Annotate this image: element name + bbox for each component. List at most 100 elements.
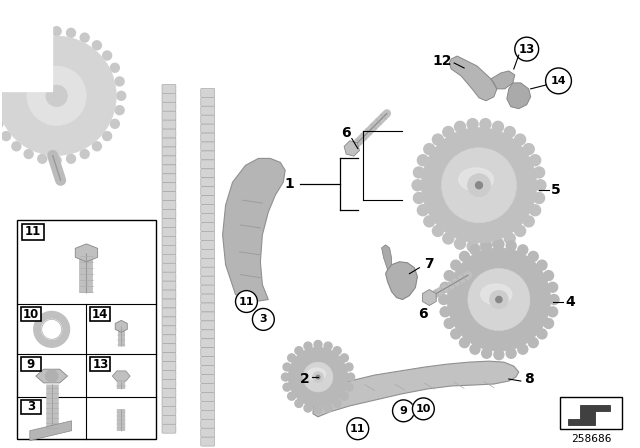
FancyBboxPatch shape <box>201 160 214 169</box>
FancyBboxPatch shape <box>201 375 214 383</box>
Circle shape <box>24 33 33 42</box>
Circle shape <box>34 311 70 347</box>
Bar <box>17 220 156 439</box>
Circle shape <box>528 251 538 261</box>
Circle shape <box>52 156 61 165</box>
FancyBboxPatch shape <box>201 276 214 285</box>
FancyBboxPatch shape <box>162 174 176 183</box>
Circle shape <box>424 144 435 155</box>
Circle shape <box>24 150 33 159</box>
Circle shape <box>447 248 550 351</box>
FancyBboxPatch shape <box>201 250 214 258</box>
Circle shape <box>524 216 534 227</box>
Circle shape <box>282 373 289 381</box>
Text: 5: 5 <box>550 183 561 197</box>
Circle shape <box>494 239 504 250</box>
Circle shape <box>467 241 478 252</box>
Circle shape <box>287 354 296 362</box>
Circle shape <box>496 297 502 303</box>
FancyBboxPatch shape <box>162 201 176 210</box>
Circle shape <box>443 126 454 138</box>
Circle shape <box>424 216 435 227</box>
Circle shape <box>454 121 465 132</box>
Circle shape <box>283 383 291 391</box>
FancyBboxPatch shape <box>162 317 176 326</box>
FancyBboxPatch shape <box>201 392 214 401</box>
Circle shape <box>252 309 275 330</box>
FancyBboxPatch shape <box>201 97 214 106</box>
Circle shape <box>0 36 116 155</box>
FancyBboxPatch shape <box>162 120 176 129</box>
Circle shape <box>494 350 504 360</box>
FancyBboxPatch shape <box>201 312 214 321</box>
FancyBboxPatch shape <box>162 353 176 362</box>
FancyBboxPatch shape <box>162 344 176 353</box>
FancyBboxPatch shape <box>162 388 176 397</box>
Circle shape <box>42 319 61 339</box>
Circle shape <box>506 349 516 358</box>
FancyBboxPatch shape <box>162 138 176 147</box>
Circle shape <box>518 245 528 255</box>
FancyBboxPatch shape <box>201 348 214 357</box>
Circle shape <box>440 307 450 317</box>
Circle shape <box>490 290 508 309</box>
FancyBboxPatch shape <box>201 205 214 214</box>
Circle shape <box>515 225 525 237</box>
Circle shape <box>549 294 559 305</box>
FancyBboxPatch shape <box>162 379 176 388</box>
Circle shape <box>345 363 353 371</box>
Circle shape <box>417 155 428 166</box>
Text: 3: 3 <box>260 314 267 324</box>
Circle shape <box>480 241 491 252</box>
Circle shape <box>412 180 423 191</box>
Text: 8: 8 <box>524 372 534 386</box>
Circle shape <box>67 28 76 37</box>
FancyBboxPatch shape <box>201 267 214 276</box>
Circle shape <box>288 347 348 407</box>
Circle shape <box>236 291 257 312</box>
FancyBboxPatch shape <box>201 321 214 330</box>
Circle shape <box>115 77 124 86</box>
FancyBboxPatch shape <box>201 401 214 410</box>
Circle shape <box>482 241 492 251</box>
Text: 9: 9 <box>399 406 408 416</box>
Circle shape <box>413 167 424 178</box>
Polygon shape <box>30 421 72 441</box>
Circle shape <box>518 344 528 354</box>
Circle shape <box>283 363 291 371</box>
Circle shape <box>534 193 545 203</box>
Circle shape <box>0 119 3 128</box>
Text: 12: 12 <box>433 54 452 68</box>
Text: 11: 11 <box>350 424 365 434</box>
FancyBboxPatch shape <box>162 111 176 120</box>
FancyBboxPatch shape <box>201 303 214 312</box>
Circle shape <box>530 155 541 166</box>
FancyBboxPatch shape <box>162 183 176 192</box>
Polygon shape <box>568 405 610 425</box>
FancyBboxPatch shape <box>162 228 176 237</box>
Polygon shape <box>112 371 130 381</box>
Circle shape <box>543 319 554 328</box>
Circle shape <box>314 406 322 414</box>
Circle shape <box>80 150 89 159</box>
Circle shape <box>80 33 89 42</box>
FancyBboxPatch shape <box>162 335 176 344</box>
FancyBboxPatch shape <box>162 397 176 406</box>
Circle shape <box>287 392 296 400</box>
FancyBboxPatch shape <box>201 106 214 115</box>
FancyBboxPatch shape <box>162 147 176 156</box>
Circle shape <box>45 370 58 382</box>
Ellipse shape <box>481 284 512 305</box>
FancyBboxPatch shape <box>201 419 214 428</box>
Circle shape <box>468 268 530 331</box>
FancyBboxPatch shape <box>162 263 176 272</box>
Circle shape <box>493 121 504 132</box>
Circle shape <box>333 347 341 355</box>
Ellipse shape <box>308 368 326 380</box>
Circle shape <box>493 238 504 249</box>
FancyBboxPatch shape <box>201 151 214 160</box>
Circle shape <box>504 233 515 244</box>
Circle shape <box>333 400 341 407</box>
Circle shape <box>304 404 312 412</box>
FancyBboxPatch shape <box>201 258 214 267</box>
